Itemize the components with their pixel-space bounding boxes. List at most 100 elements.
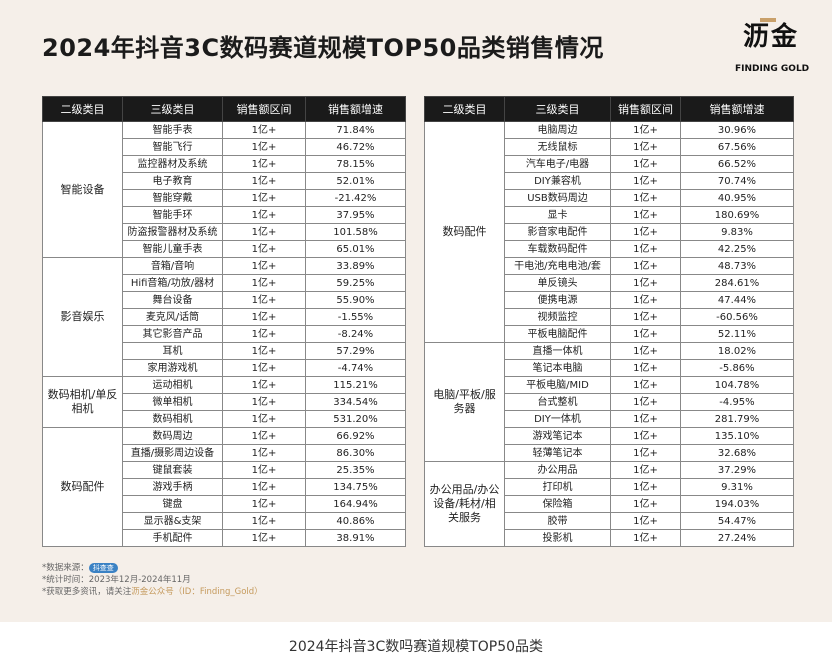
header-secondary-category: 二级类目 bbox=[424, 96, 505, 122]
sales-range-cell: 1亿+ bbox=[610, 189, 681, 207]
header-secondary-category: 二级类目 bbox=[42, 96, 123, 122]
table-row: 微单相机 1亿+ 334.54% bbox=[43, 393, 406, 411]
tertiary-category-cell: 游戏笔记本 bbox=[504, 427, 611, 445]
table-row: 汽车电子/电器 1亿+ 66.52% bbox=[425, 155, 794, 173]
group-category-cell: 电脑/平板/服务器 bbox=[424, 342, 505, 462]
tertiary-category-cell: USB数码周边 bbox=[504, 189, 611, 207]
group-category-cell: 数码配件 bbox=[42, 427, 123, 547]
sales-growth-cell: -4.95% bbox=[680, 393, 794, 411]
tertiary-category-cell: 运动相机 bbox=[122, 376, 223, 394]
tertiary-category-cell: 直播/摄影周边设备 bbox=[122, 444, 223, 462]
sales-range-cell: 1亿+ bbox=[610, 376, 681, 394]
tertiary-category-cell: 智能穿戴 bbox=[122, 189, 223, 207]
group-category-cell: 数码配件 bbox=[424, 121, 505, 343]
sales-range-cell: 1亿+ bbox=[610, 444, 681, 462]
sales-growth-cell: 46.72% bbox=[305, 138, 406, 156]
table-row: 防盗报警器材及系统 1亿+ 101.58% bbox=[43, 223, 406, 241]
sales-range-cell: 1亿+ bbox=[610, 223, 681, 241]
table-row: 智能穿戴 1亿+ -21.42% bbox=[43, 189, 406, 207]
tertiary-category-cell: 保险箱 bbox=[504, 495, 611, 513]
table-row: 平板电脑配件 1亿+ 52.11% bbox=[425, 325, 794, 343]
tertiary-category-cell: 平板电脑/MID bbox=[504, 376, 611, 394]
sales-range-cell: 1亿+ bbox=[610, 257, 681, 275]
header-sales-range: 销售额区间 bbox=[222, 96, 306, 122]
sales-growth-cell: 42.25% bbox=[680, 240, 794, 258]
sales-growth-cell: 57.29% bbox=[305, 342, 406, 360]
table-row: 胶带 1亿+ 54.47% bbox=[425, 512, 794, 530]
table-row: 单反镜头 1亿+ 284.61% bbox=[425, 274, 794, 292]
sales-growth-cell: 135.10% bbox=[680, 427, 794, 445]
sales-growth-cell: -1.55% bbox=[305, 308, 406, 326]
sales-range-cell: 1亿+ bbox=[222, 376, 306, 394]
table-header-row: 二级类目 三级类目 销售额区间 销售额增速 bbox=[42, 96, 406, 122]
sales-growth-cell: 180.69% bbox=[680, 206, 794, 224]
sales-range-cell: 1亿+ bbox=[222, 478, 306, 496]
group-category-cell: 办公用品/办公设备/耗材/相关服务 bbox=[424, 461, 505, 547]
left-category-table: 二级类目 三级类目 销售额区间 销售额增速 智能设备 智能手表 1亿+ 71.84% 智… bbox=[42, 96, 406, 547]
sales-growth-cell: 71.84% bbox=[305, 121, 406, 139]
table-row: 无线鼠标 1亿+ 67.56% bbox=[425, 138, 794, 156]
sales-growth-cell: 25.35% bbox=[305, 461, 406, 479]
sales-growth-cell: -21.42% bbox=[305, 189, 406, 207]
sales-growth-cell: 30.96% bbox=[680, 121, 794, 139]
logo-accent-bar bbox=[760, 18, 776, 22]
sales-range-cell: 1亿+ bbox=[610, 478, 681, 496]
tertiary-category-cell: 视频监控 bbox=[504, 308, 611, 326]
sales-growth-cell: 334.54% bbox=[305, 393, 406, 411]
tertiary-category-cell: 电脑周边 bbox=[504, 121, 611, 139]
table-row: 键鼠套装 1亿+ 25.35% bbox=[43, 461, 406, 479]
table-row: 家用游戏机 1亿+ -4.74% bbox=[43, 359, 406, 377]
sales-range-cell: 1亿+ bbox=[222, 461, 306, 479]
sales-range-cell: 1亿+ bbox=[222, 529, 306, 547]
sales-growth-cell: 194.03% bbox=[680, 495, 794, 513]
logo-en-text: FINDING GOLD bbox=[735, 64, 810, 74]
sales-growth-cell: 38.91% bbox=[305, 529, 406, 547]
sales-range-cell: 1亿+ bbox=[222, 274, 306, 292]
table-row: 手机配件 1亿+ 38.91% bbox=[43, 529, 406, 547]
sales-range-cell: 1亿+ bbox=[610, 155, 681, 173]
tertiary-category-cell: 直播一体机 bbox=[504, 342, 611, 360]
header-sales-growth: 销售额增速 bbox=[680, 96, 794, 122]
tertiary-category-cell: 键鼠套装 bbox=[122, 461, 223, 479]
sales-range-cell: 1亿+ bbox=[222, 393, 306, 411]
sales-growth-cell: 40.86% bbox=[305, 512, 406, 530]
tertiary-category-cell: 手机配件 bbox=[122, 529, 223, 547]
tertiary-category-cell: DIY兼容机 bbox=[504, 172, 611, 190]
sales-growth-cell: 104.78% bbox=[680, 376, 794, 394]
sales-range-cell: 1亿+ bbox=[222, 121, 306, 139]
tertiary-category-cell: 数码相机 bbox=[122, 410, 223, 428]
sales-growth-cell: 531.20% bbox=[305, 410, 406, 428]
table-row: 显卡 1亿+ 180.69% bbox=[425, 206, 794, 224]
sales-growth-cell: 164.94% bbox=[305, 495, 406, 513]
sales-range-cell: 1亿+ bbox=[610, 121, 681, 139]
tertiary-category-cell: DIY一体机 bbox=[504, 410, 611, 428]
sales-range-cell: 1亿+ bbox=[610, 325, 681, 343]
table-row: 麦克风/话筒 1亿+ -1.55% bbox=[43, 308, 406, 326]
sales-growth-cell: 18.02% bbox=[680, 342, 794, 360]
tertiary-category-cell: 麦克风/话筒 bbox=[122, 308, 223, 326]
sales-growth-cell: 86.30% bbox=[305, 444, 406, 462]
sales-range-cell: 1亿+ bbox=[222, 240, 306, 258]
footnote-period: *统计时间：2023年12月-2024年11月 bbox=[42, 575, 191, 585]
sales-growth-cell: 134.75% bbox=[305, 478, 406, 496]
more-label: *获取更多资讯，请关注 bbox=[42, 587, 132, 597]
sales-growth-cell: 33.89% bbox=[305, 257, 406, 275]
sales-growth-cell: 65.01% bbox=[305, 240, 406, 258]
sales-range-cell: 1亿+ bbox=[610, 512, 681, 530]
sales-range-cell: 1亿+ bbox=[222, 342, 306, 360]
footnotes: *数据来源： 抖查查 *统计时间：2023年12月-2024年11月 *获取更多资… bbox=[42, 562, 263, 598]
sales-range-cell: 1亿+ bbox=[610, 240, 681, 258]
tertiary-category-cell: 监控器材及系统 bbox=[122, 155, 223, 173]
table-row: 直播/摄影周边设备 1亿+ 86.30% bbox=[43, 444, 406, 462]
tertiary-category-cell: Hifi音箱/功放/器材 bbox=[122, 274, 223, 292]
table-row: Hifi音箱/功放/器材 1亿+ 59.25% bbox=[43, 274, 406, 292]
source-logo: 抖查查 bbox=[88, 563, 118, 573]
sales-growth-cell: 78.15% bbox=[305, 155, 406, 173]
sales-range-cell: 1亿+ bbox=[610, 274, 681, 292]
sales-growth-cell: 52.01% bbox=[305, 172, 406, 190]
table-row: 数码配件 电脑周边 1亿+ 30.96% bbox=[424, 121, 794, 343]
tertiary-category-cell: 家用游戏机 bbox=[122, 359, 223, 377]
footnote-more: *获取更多资讯，请关注沥金公众号（ID：Finding_Gold） bbox=[42, 586, 263, 598]
table-row: 影音娱乐 音箱/音响 1亿+ 33.89% bbox=[42, 257, 406, 377]
sales-growth-cell: -5.86% bbox=[680, 359, 794, 377]
